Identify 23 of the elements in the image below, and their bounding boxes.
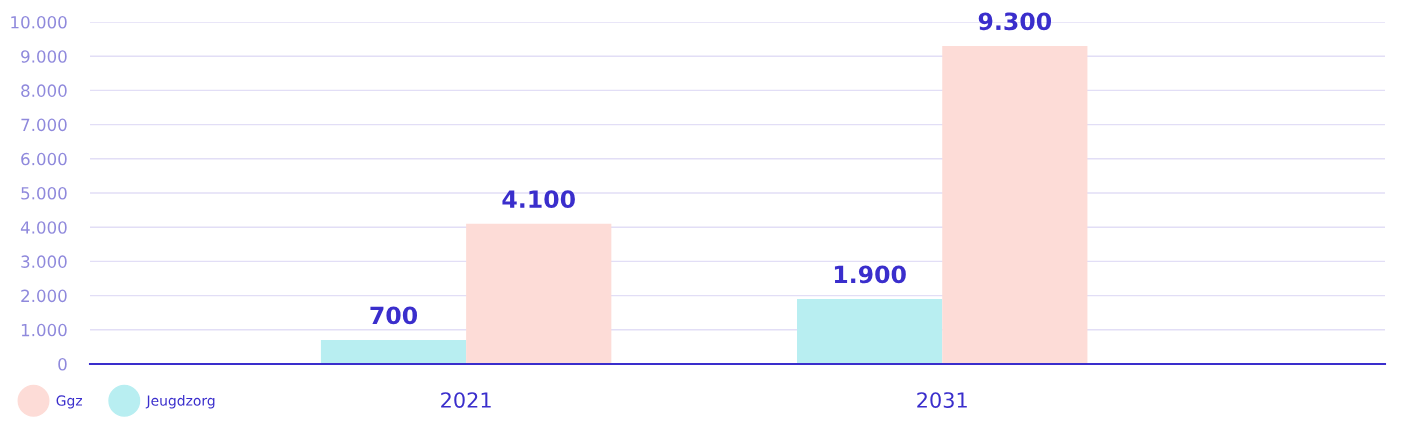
- bar: [320, 340, 467, 364]
- y-tick-label: 2.000: [21, 289, 67, 303]
- y-tick-label: 4.000: [20, 221, 67, 234]
- y-tick-label: 0: [58, 357, 67, 371]
- y-tick-label: 5.000: [21, 186, 67, 200]
- y-tick-label: 3.000: [21, 255, 67, 268]
- y-tick-label: 9.000: [21, 50, 67, 63]
- y-tick-label: 6.000: [21, 152, 67, 166]
- bar: [942, 45, 1088, 364]
- legend-label: Ggz: [56, 395, 83, 409]
- bar: [466, 223, 612, 364]
- y-tick-label: 1.000: [21, 323, 67, 337]
- y-tick-label: 8.000: [21, 84, 67, 97]
- x-tick-label: 2031: [917, 392, 967, 408]
- y-tick-label: 7.000: [21, 118, 67, 132]
- y-tick-label: 10.000: [11, 15, 67, 29]
- data-label: 4.100: [502, 190, 575, 209]
- data-label: 700: [370, 306, 418, 325]
- legend-label: Jeugdzorg: [145, 395, 215, 409]
- data-label: 1.900: [834, 265, 906, 284]
- x-tick-label: 2021: [441, 392, 491, 408]
- bar: [797, 299, 943, 364]
- data-label: 9.300: [978, 12, 1052, 31]
